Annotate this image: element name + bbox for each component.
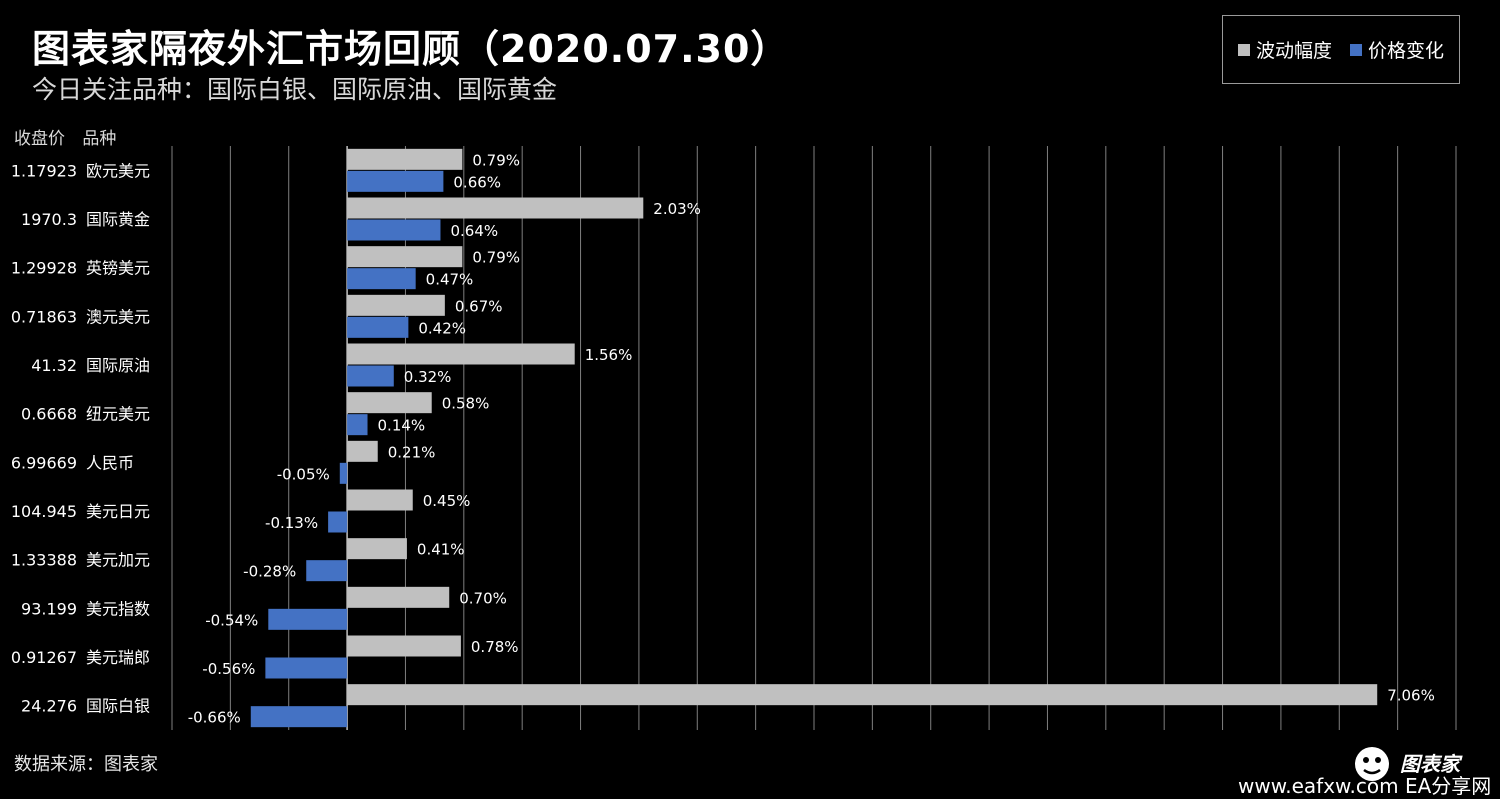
data-source: 数据来源：图表家 xyxy=(14,754,158,775)
price-column-header: 收盘价 xyxy=(14,129,65,149)
volatility-data-label: 2.03% xyxy=(653,200,701,218)
category-label: 国际黄金 xyxy=(86,210,150,229)
price-change-bar xyxy=(306,560,348,582)
price-change-data-label: 0.47% xyxy=(426,271,474,289)
price-change-data-label: -0.28% xyxy=(243,563,296,581)
category-label: 英镑美元 xyxy=(86,259,150,278)
price-change-bar xyxy=(347,414,368,436)
price-change-data-label: -0.05% xyxy=(277,465,330,483)
volatility-data-label: 1.56% xyxy=(585,346,633,364)
close-price-label: 93.199 xyxy=(21,599,77,618)
close-price-label: 1.29928 xyxy=(11,259,77,278)
chart-title: 图表家隔夜外汇市场回顾（2020.07.30） xyxy=(32,27,790,71)
volatility-data-label: 7.06% xyxy=(1387,687,1435,705)
volatility-bar xyxy=(347,197,644,219)
price-change-data-label: -0.66% xyxy=(188,709,241,727)
category-label: 美元指数 xyxy=(86,599,150,618)
legend-swatch-change xyxy=(1350,43,1362,56)
close-price-label: 24.276 xyxy=(21,697,77,716)
brand-logo-icon xyxy=(1355,747,1389,781)
volatility-bar xyxy=(347,489,413,511)
volatility-data-label: 0.67% xyxy=(455,297,503,315)
volatility-data-label: 0.21% xyxy=(388,443,436,461)
category-label: 美元日元 xyxy=(86,502,150,521)
volatility-data-label: 0.45% xyxy=(423,492,471,510)
volatility-bar xyxy=(347,586,450,608)
price-change-bar xyxy=(268,608,348,630)
price-change-bar xyxy=(339,462,348,484)
category-label: 美元加元 xyxy=(86,551,150,570)
chart-subtitle: 今日关注品种：国际白银、国际原油、国际黄金 xyxy=(32,75,558,104)
price-change-data-label: -0.13% xyxy=(265,514,318,532)
volatility-bar xyxy=(347,635,461,657)
name-column-header: 品种 xyxy=(82,129,117,149)
volatility-data-label: 0.79% xyxy=(472,249,520,267)
price-change-data-label: -0.56% xyxy=(202,660,255,678)
legend-item-change: 价格变化 xyxy=(1350,36,1444,63)
legend-swatch-volatility xyxy=(1237,43,1250,56)
price-change-data-label: 0.66% xyxy=(453,173,501,191)
price-change-bar xyxy=(347,219,441,241)
close-price-label: 6.99669 xyxy=(11,453,77,472)
price-change-bar xyxy=(347,170,444,192)
category-label: 纽元美元 xyxy=(86,405,150,424)
volatility-bar xyxy=(347,343,575,365)
price-change-bar xyxy=(250,706,348,728)
volatility-bar xyxy=(347,392,432,414)
brand-name: 图表家 xyxy=(1400,752,1460,776)
price-change-data-label: -0.54% xyxy=(205,611,258,629)
legend: 波动幅度 价格变化 xyxy=(1222,15,1460,84)
volatility-data-label: 0.78% xyxy=(471,638,519,656)
close-price-label: 1.17923 xyxy=(11,161,77,180)
volatility-data-label: 0.58% xyxy=(442,395,490,413)
legend-label-change: 价格变化 xyxy=(1368,40,1445,62)
volatility-bar xyxy=(347,148,463,170)
price-change-data-label: 0.14% xyxy=(378,417,426,435)
volatility-data-label: 0.41% xyxy=(417,541,465,559)
legend-label-volatility: 波动幅度 xyxy=(1255,40,1332,62)
column-headers: 收盘价 品种 xyxy=(14,124,128,149)
watermark: www.eafxw.com EA分享网 xyxy=(1238,774,1492,798)
category-label: 美元瑞郎 xyxy=(86,648,150,667)
close-price-label: 0.71863 xyxy=(11,307,77,326)
close-price-label: 1.33388 xyxy=(11,551,77,570)
price-change-bar xyxy=(347,365,394,387)
category-label: 人民币 xyxy=(86,453,134,472)
category-label: 欧元美元 xyxy=(86,161,150,180)
volatility-bar xyxy=(347,684,1378,706)
volatility-bar xyxy=(347,538,407,560)
price-change-bar xyxy=(347,316,409,338)
price-change-data-label: 0.64% xyxy=(450,222,498,240)
close-price-label: 0.6668 xyxy=(21,405,77,424)
legend-item-volatility: 波动幅度 xyxy=(1237,36,1332,63)
volatility-data-label: 0.70% xyxy=(459,589,507,607)
volatility-bar xyxy=(347,294,445,316)
price-change-data-label: 0.32% xyxy=(404,368,452,386)
category-label: 国际原油 xyxy=(86,356,150,375)
close-price-label: 0.91267 xyxy=(11,648,77,667)
category-label: 澳元美元 xyxy=(86,307,150,326)
price-change-bar xyxy=(328,511,348,533)
close-price-label: 1970.3 xyxy=(21,210,77,229)
price-change-bar xyxy=(347,268,416,290)
price-change-data-label: 0.42% xyxy=(418,319,466,337)
price-change-bar xyxy=(265,657,348,679)
category-label: 国际白银 xyxy=(86,697,150,716)
volatility-data-label: 0.79% xyxy=(472,151,520,169)
volatility-bar xyxy=(347,246,463,268)
close-price-label: 104.945 xyxy=(11,502,77,521)
close-price-label: 41.32 xyxy=(31,356,77,375)
volatility-bar xyxy=(347,440,378,462)
